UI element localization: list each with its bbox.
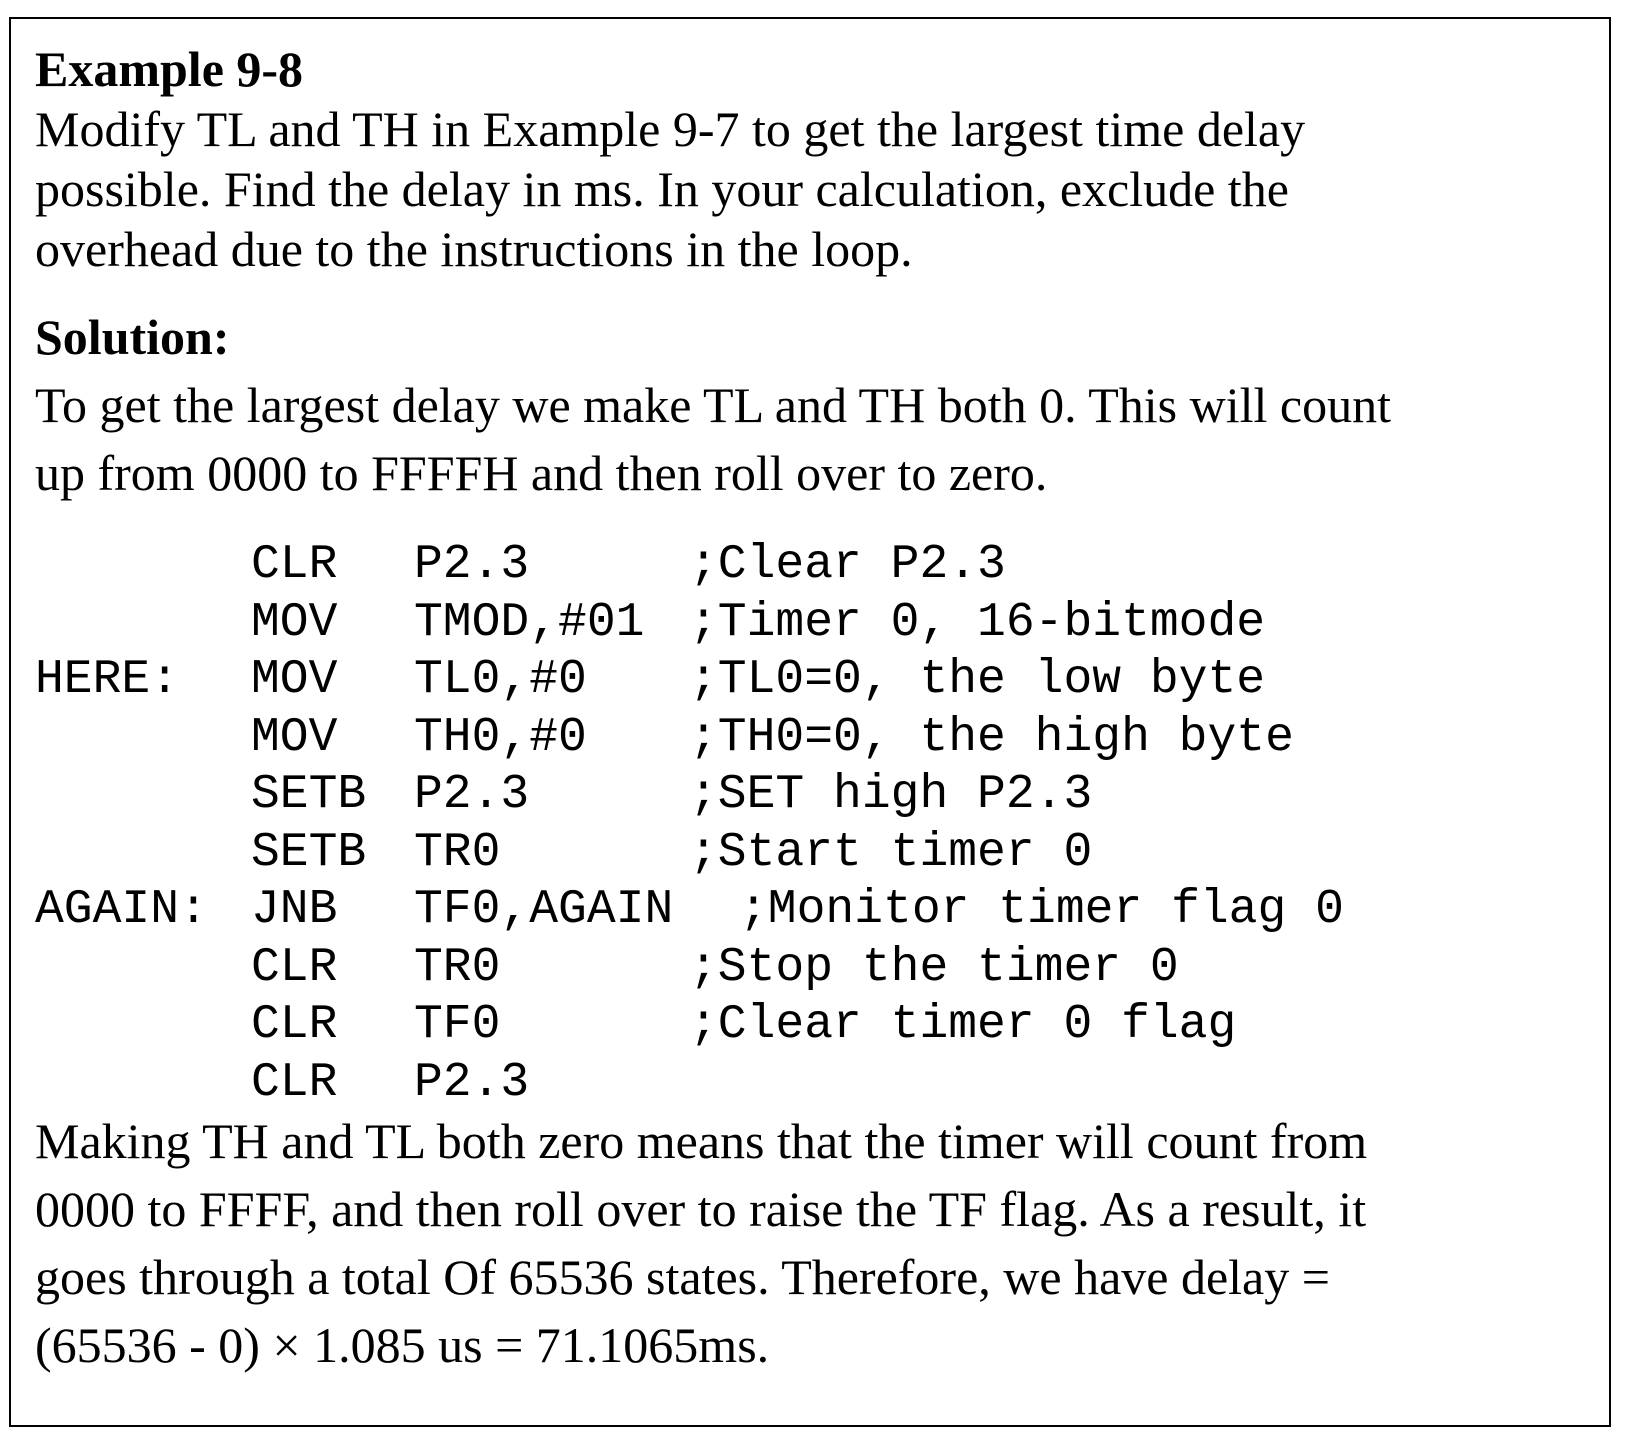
code-operand: TR0 [414,940,501,995]
question-line: Modify TL and TH in Example 9-7 to get t… [35,101,1306,157]
code-line: AGAIN: JNB TF0,AGAIN ;Monitor timer flag… [35,882,1344,940]
code-line: CLR P2.3 [35,1055,529,1113]
code-operand: TR0 [414,825,501,880]
code-comment: ;Stop the timer 0 [689,940,1179,995]
code-comment: ;Clear timer 0 flag [689,998,1237,1052]
code-operand: TH0,#0 [414,710,587,765]
code-line: MOV TMOD,#01 ;Timer 0, 16-bitmode [35,595,1265,653]
code-line: CLR TF0 ;Clear timer 0 flag [35,997,1236,1055]
code-operand: TF0 [414,998,501,1052]
code-operand: P2.3 [414,1055,530,1110]
code-line: CLR P2.3 ;Clear P2.3 [35,537,1006,595]
code-opcode: MOV [251,710,338,765]
code-operand: P2.3 [414,538,530,592]
solution-heading: Solution: [35,309,230,365]
intro-line: To get the largest delay we make TL and … [35,377,1391,433]
question-line: possible. Find the delay in ms. In your … [35,161,1289,217]
code-opcode: MOV [251,653,338,707]
code-label: AGAIN: [35,883,208,937]
code-opcode: MOV [251,595,338,650]
example-box: Example 9-8 Modify TL and TH in Example … [9,17,1611,1427]
code-comment: ;Timer 0, 16-bitmode [689,595,1266,650]
code-opcode: CLR [251,1055,338,1110]
code-operand: TMOD,#01 [414,595,645,650]
code-comment: ;TL0=0, the low byte [689,653,1266,707]
example-title: Example 9-8 [35,41,304,97]
code-line: SETB P2.3 ;SET high P2.3 [35,767,1092,825]
code-comment: ;TH0=0, the high byte [689,710,1294,765]
code-opcode: CLR [251,538,338,592]
code-opcode: JNB [251,883,338,937]
code-comment: ;Clear P2.3 [689,538,1006,592]
explanation-line: Making TH and TL both zero means that th… [35,1113,1368,1169]
question-text: Modify TL and TH in Example 9-7 to get t… [35,99,1595,279]
code-opcode: CLR [251,940,338,995]
code-line: SETB TR0 ;Start timer 0 [35,825,1092,883]
code-line: MOV TH0,#0 ;TH0=0, the high byte [35,710,1294,768]
code-label: HERE: [35,653,180,707]
explanation-line: 0000 to FFFF, and then roll over to rais… [35,1181,1367,1237]
code-comment: ;SET high P2.3 [689,768,1093,822]
code-line: CLR TR0 ;Stop the timer 0 [35,940,1179,998]
code-comment: ;Start timer 0 [689,825,1093,880]
code-opcode: SETB [251,768,367,822]
code-operand: TL0,#0 [414,653,587,707]
code-opcode: SETB [251,825,367,880]
solution-explanation: Making TH and TL both zero means that th… [35,1107,1595,1379]
code-opcode: CLR [251,998,338,1052]
assembly-code-block: CLR P2.3 ;Clear P2.3 MOV TMOD,#01 ;Timer… [35,537,1344,1113]
code-operand: P2.3 [414,768,530,822]
question-line: overhead due to the instructions in the … [35,221,913,277]
code-line: HERE: MOV TL0,#0 ;TL0=0, the low byte [35,652,1265,710]
code-comment: ;Monitor timer flag 0 [739,883,1344,937]
explanation-line: (65536 - 0) × 1.085 us = 71.1065ms. [35,1317,770,1373]
explanation-line: goes through a total Of 65536 states. Th… [35,1249,1330,1305]
intro-line: up from 0000 to FFFFH and then roll over… [35,445,1048,501]
code-operand: TF0,AGAIN [414,883,674,937]
solution-intro: To get the largest delay we make TL and … [35,371,1595,507]
